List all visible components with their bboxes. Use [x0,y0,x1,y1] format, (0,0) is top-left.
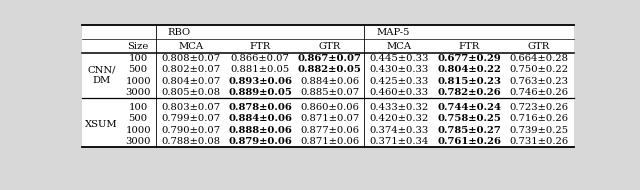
Text: 0.785±0.27: 0.785±0.27 [437,126,501,135]
Text: 0.882±0.05: 0.882±0.05 [298,65,362,74]
Text: 0.866±0.07: 0.866±0.07 [231,54,290,63]
Text: GTR: GTR [527,42,550,51]
Text: 0.799±0.07: 0.799±0.07 [161,114,220,124]
Text: 0.433±0.32: 0.433±0.32 [370,103,429,112]
Text: 3000: 3000 [125,137,151,146]
Text: 0.860±0.06: 0.860±0.06 [300,103,359,112]
Text: FTR: FTR [458,42,479,51]
Text: 0.371±0.34: 0.371±0.34 [370,137,429,146]
Text: 0.761±0.26: 0.761±0.26 [437,137,501,146]
Text: 0.877±0.06: 0.877±0.06 [300,126,359,135]
Text: 0.884±0.06: 0.884±0.06 [300,77,359,86]
Text: 0.871±0.07: 0.871±0.07 [300,114,359,124]
Text: 0.664±0.28: 0.664±0.28 [509,54,568,63]
Text: 0.746±0.26: 0.746±0.26 [509,88,568,97]
Text: 0.758±0.25: 0.758±0.25 [437,114,501,124]
Text: 0.879±0.06: 0.879±0.06 [228,137,292,146]
Text: 0.805±0.08: 0.805±0.08 [161,88,220,97]
Text: 0.888±0.06: 0.888±0.06 [228,126,292,135]
Text: 0.871±0.06: 0.871±0.06 [300,137,359,146]
Text: 0.802±0.07: 0.802±0.07 [161,65,220,74]
Text: 0.893±0.06: 0.893±0.06 [228,77,292,86]
Text: 0.788±0.08: 0.788±0.08 [161,137,220,146]
Text: 1000: 1000 [125,126,151,135]
Text: 0.445±0.33: 0.445±0.33 [370,54,429,63]
Text: 0.881±0.05: 0.881±0.05 [230,65,290,74]
Text: 100: 100 [129,103,148,112]
Text: 0.425±0.33: 0.425±0.33 [370,77,429,86]
Text: 0.884±0.06: 0.884±0.06 [228,114,292,124]
Text: 0.723±0.26: 0.723±0.26 [509,103,568,112]
Text: MAP-5: MAP-5 [376,28,410,37]
Text: 0.374±0.33: 0.374±0.33 [370,126,429,135]
Text: 0.763±0.23: 0.763±0.23 [509,77,568,86]
Text: FTR: FTR [250,42,271,51]
Text: 0.804±0.07: 0.804±0.07 [161,77,220,86]
Text: RBO: RBO [168,28,191,37]
Text: 0.420±0.32: 0.420±0.32 [370,114,429,124]
Text: Size: Size [127,42,149,51]
Bar [83,25,573,147]
Text: GTR: GTR [319,42,340,51]
Text: 0.782±0.26: 0.782±0.26 [437,88,501,97]
Text: 500: 500 [129,114,148,124]
Text: 0.716±0.26: 0.716±0.26 [509,114,568,124]
Text: 0.889±0.05: 0.889±0.05 [228,88,292,97]
Text: 0.739±0.25: 0.739±0.25 [509,126,568,135]
Text: XSUM: XSUM [85,120,118,129]
Text: MCA: MCA [179,42,204,51]
Text: 0.804±0.22: 0.804±0.22 [437,65,501,74]
Text: 0.803±0.07: 0.803±0.07 [161,103,220,112]
Text: 0.808±0.07: 0.808±0.07 [161,54,220,63]
Text: 0.790±0.07: 0.790±0.07 [161,126,220,135]
Text: 0.878±0.06: 0.878±0.06 [228,103,292,112]
Text: MCA: MCA [387,42,412,51]
Text: 0.750±0.22: 0.750±0.22 [509,65,568,74]
Text: 0.460±0.33: 0.460±0.33 [370,88,429,97]
Text: 0.815±0.23: 0.815±0.23 [437,77,501,86]
Text: 0.885±0.07: 0.885±0.07 [300,88,359,97]
Text: 500: 500 [129,65,148,74]
Text: 0.744±0.24: 0.744±0.24 [437,103,501,112]
Text: 100: 100 [129,54,148,63]
Text: 0.731±0.26: 0.731±0.26 [509,137,568,146]
Text: 0.430±0.33: 0.430±0.33 [370,65,429,74]
Text: 0.867±0.07: 0.867±0.07 [298,54,362,63]
Text: 1000: 1000 [125,77,151,86]
Text: 3000: 3000 [125,88,151,97]
Text: 0.677±0.29: 0.677±0.29 [437,54,501,63]
Text: CNN/
DM: CNN/ DM [87,66,116,85]
